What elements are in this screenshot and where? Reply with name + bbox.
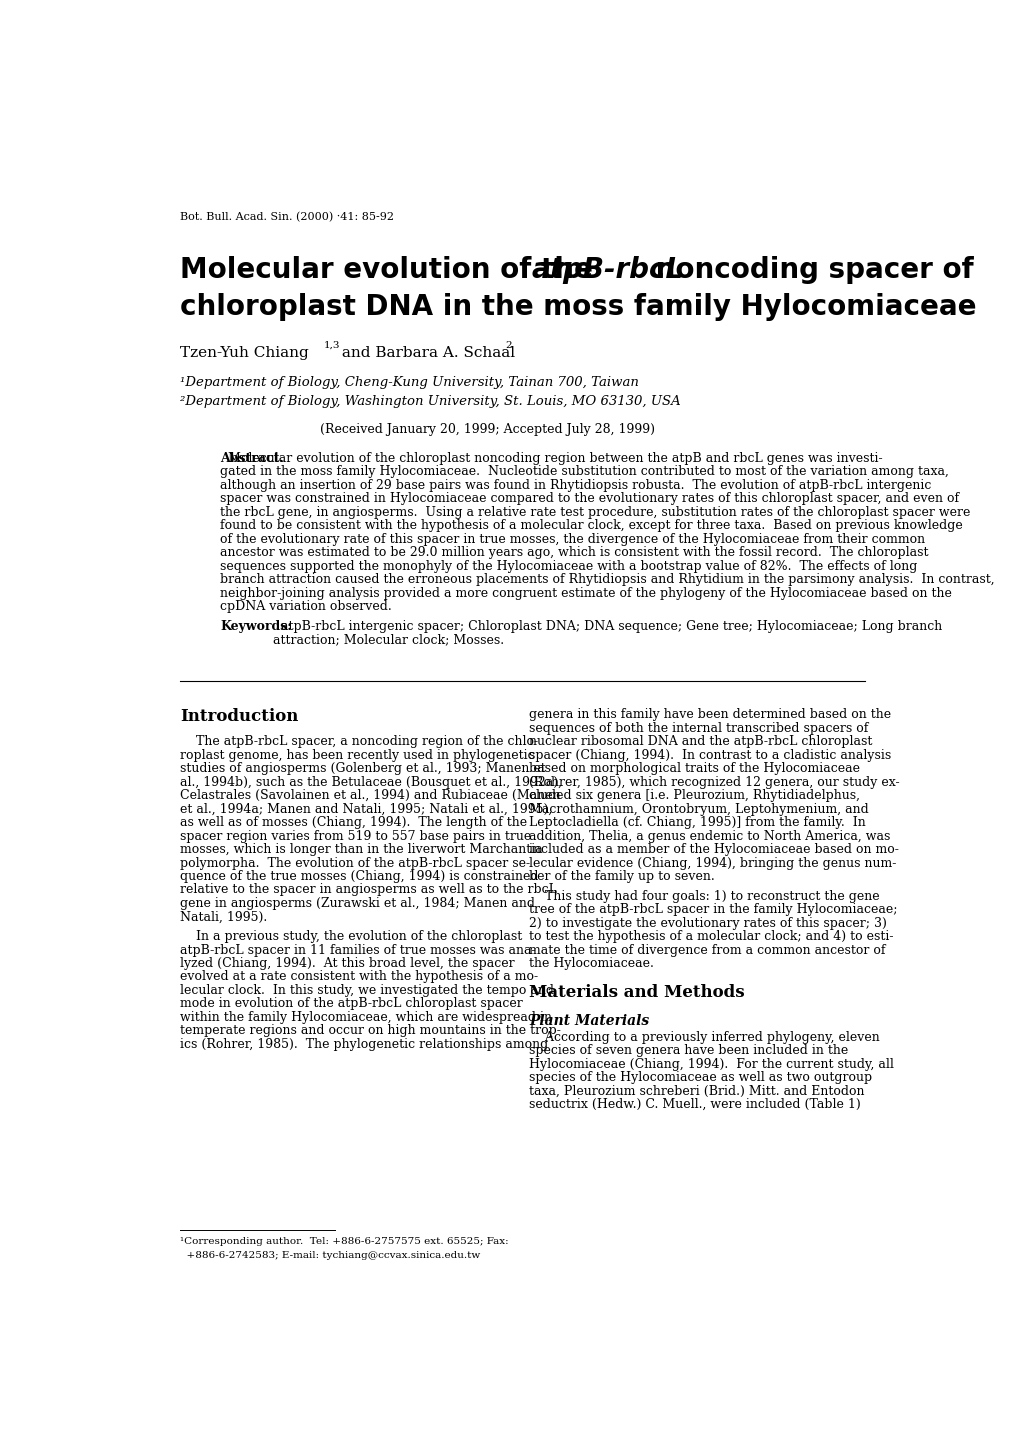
Text: addition, Thelia, a genus endemic to North America, was: addition, Thelia, a genus endemic to Nor… [529,830,890,843]
Text: gated in the moss family Hylocomiaceae.  Nucleotide substitution contributed to : gated in the moss family Hylocomiaceae. … [220,466,949,479]
Text: (Rohrer, 1985), which recognized 12 genera, our study ex-: (Rohrer, 1985), which recognized 12 gene… [529,776,899,789]
Text: Molecular evolution of the chloroplast noncoding region between the atpB and rbc: Molecular evolution of the chloroplast n… [220,452,882,465]
Text: evolved at a rate consistent with the hypothesis of a mo-: evolved at a rate consistent with the hy… [180,971,538,984]
Text: quence of the true mosses (Chiang, 1994) is constrained: quence of the true mosses (Chiang, 1994)… [180,870,538,883]
Text: et al., 1994a; Manen and Natali, 1995; Natali et al., 1995),: et al., 1994a; Manen and Natali, 1995; N… [180,802,552,815]
Text: studies of angiosperms (Golenberg et al., 1993; Manen et: studies of angiosperms (Golenberg et al.… [180,762,545,775]
Text: Molecular evolution of the: Molecular evolution of the [180,257,602,284]
Text: sequences supported the monophyly of the Hylocomiaceae with a bootstrap value of: sequences supported the monophyly of the… [220,560,917,573]
Text: spacer was constrained in Hylocomiaceae compared to the evolutionary rates of th: spacer was constrained in Hylocomiaceae … [220,492,959,505]
Text: +886-6-2742583; E-mail: tychiang@ccvax.sinica.edu.tw: +886-6-2742583; E-mail: tychiang@ccvax.s… [180,1251,480,1260]
Text: Materials and Methods: Materials and Methods [529,984,744,1001]
Text: sequences of both the internal transcribed spacers of: sequences of both the internal transcrib… [529,722,867,734]
Text: neighbor-joining analysis provided a more congruent estimate of the phylogeny of: neighbor-joining analysis provided a mor… [220,587,952,600]
Text: noncoding spacer of: noncoding spacer of [645,257,973,284]
Text: Leptocladiella (cf. Chiang, 1995)] from the family.  In: Leptocladiella (cf. Chiang, 1995)] from … [529,817,865,830]
Text: lyzed (Chiang, 1994).  At this broad level, the spacer: lyzed (Chiang, 1994). At this broad leve… [180,957,515,970]
Text: Plant Materials: Plant Materials [529,1013,648,1027]
Text: of the evolutionary rate of this spacer in true mosses, the divergence of the Hy: of the evolutionary rate of this spacer … [220,532,924,545]
Text: the rbcL gene, in angiosperms.  Using a relative rate test procedure, substituti: the rbcL gene, in angiosperms. Using a r… [220,506,970,519]
Text: spacer (Chiang, 1994).  In contrast to a cladistic analysis: spacer (Chiang, 1994). In contrast to a … [529,749,891,762]
Text: atpB-rbcL intergenic spacer; Chloroplast DNA; DNA sequence; Gene tree; Hylocomia: atpB-rbcL intergenic spacer; Chloroplast… [273,619,942,633]
Text: ¹Corresponding author.  Tel: +886-6-2757575 ext. 65525; Fax:: ¹Corresponding author. Tel: +886-6-27575… [180,1237,508,1247]
Text: ¹Department of Biology, Cheng-Kung University, Tainan 700, Taiwan: ¹Department of Biology, Cheng-Kung Unive… [180,375,639,388]
Text: cluded six genera [i.e. Pleurozium, Rhytidiadelphus,: cluded six genera [i.e. Pleurozium, Rhyt… [529,789,859,802]
Text: spacer region varies from 519 to 557 base pairs in true: spacer region varies from 519 to 557 bas… [180,830,531,843]
Text: taxa, Pleurozium schreberi (Brid.) Mitt. and Entodon: taxa, Pleurozium schreberi (Brid.) Mitt.… [529,1085,864,1098]
Text: based on morphological traits of the Hylocomiaceae: based on morphological traits of the Hyl… [529,762,859,775]
Text: ics (Rohrer, 1985).  The phylogenetic relationships among: ics (Rohrer, 1985). The phylogenetic rel… [180,1038,548,1051]
Text: Celastrales (Savolainen et al., 1994) and Rubiaceae (Manen: Celastrales (Savolainen et al., 1994) an… [180,789,560,802]
Text: chloroplast DNA in the moss family Hylocomiaceae: chloroplast DNA in the moss family Hyloc… [180,293,976,320]
Text: 1,3: 1,3 [323,341,339,351]
Text: mosses, which is longer than in the liverwort Marchantia: mosses, which is longer than in the live… [180,843,542,856]
Text: According to a previously inferred phylogeny, eleven: According to a previously inferred phylo… [529,1030,878,1043]
Text: (Received January 20, 1999; Accepted July 28, 1999): (Received January 20, 1999; Accepted Jul… [319,423,654,436]
Text: mate the time of divergence from a common ancestor of: mate the time of divergence from a commo… [529,944,884,957]
Text: lecular evidence (Chiang, 1994), bringing the genus num-: lecular evidence (Chiang, 1994), bringin… [529,857,896,870]
Text: lecular clock.  In this study, we investigated the tempo and: lecular clock. In this study, we investi… [180,984,553,997]
Text: 2: 2 [505,341,512,351]
Text: Abstract.: Abstract. [220,452,284,465]
Text: This study had four goals: 1) to reconstruct the gene: This study had four goals: 1) to reconst… [529,890,878,903]
Text: 2) to investigate the evolutionary rates of this spacer; 3): 2) to investigate the evolutionary rates… [529,916,886,929]
Text: Keywords:: Keywords: [220,619,292,633]
Text: nuclear ribosomal DNA and the atpB-rbcL chloroplast: nuclear ribosomal DNA and the atpB-rbcL … [529,736,871,749]
Text: Bot. Bull. Acad. Sin. (2000) ·41: 85-92: Bot. Bull. Acad. Sin. (2000) ·41: 85-92 [180,212,393,222]
Text: Hylocomiaceae (Chiang, 1994).  For the current study, all: Hylocomiaceae (Chiang, 1994). For the cu… [529,1058,893,1071]
Text: temperate regions and occur on high mountains in the trop-: temperate regions and occur on high moun… [180,1025,560,1038]
Text: the Hylocomiaceae.: the Hylocomiaceae. [529,957,653,970]
Text: The atpB-rbcL spacer, a noncoding region of the chlo-: The atpB-rbcL spacer, a noncoding region… [180,736,538,749]
Text: species of the Hylocomiaceae as well as two outgroup: species of the Hylocomiaceae as well as … [529,1071,871,1084]
Text: mode in evolution of the atpB-rbcL chloroplast spacer: mode in evolution of the atpB-rbcL chlor… [180,997,523,1010]
Text: within the family Hylocomiaceae, which are widespread in: within the family Hylocomiaceae, which a… [180,1012,551,1025]
Text: Introduction: Introduction [180,709,299,726]
Text: Tzen-Yuh Chiang: Tzen-Yuh Chiang [180,346,309,361]
Text: polymorpha.  The evolution of the atpB-rbcL spacer se-: polymorpha. The evolution of the atpB-rb… [180,857,530,870]
Text: and Barbara A. Schaal: and Barbara A. Schaal [336,346,515,361]
Text: found to be consistent with the hypothesis of a molecular clock, except for thre: found to be consistent with the hypothes… [220,519,962,532]
Text: genera in this family have been determined based on the: genera in this family have been determin… [529,709,891,722]
Text: as well as of mosses (Chiang, 1994).  The length of the: as well as of mosses (Chiang, 1994). The… [180,817,527,830]
Text: seductrix (Hedw.) C. Muell., were included (Table 1): seductrix (Hedw.) C. Muell., were includ… [529,1098,860,1111]
Text: branch attraction caused the erroneous placements of Rhytidiopsis and Rhytidium : branch attraction caused the erroneous p… [220,573,995,586]
Text: ancestor was estimated to be 29.0 million years ago, which is consistent with th: ancestor was estimated to be 29.0 millio… [220,547,928,560]
Text: cpDNA variation observed.: cpDNA variation observed. [220,600,392,613]
Text: ²Department of Biology, Washington University, St. Louis, MO 63130, USA: ²Department of Biology, Washington Unive… [180,395,681,408]
Text: although an insertion of 29 base pairs was found in Rhytidiopsis robusta.  The e: although an insertion of 29 base pairs w… [220,479,931,492]
Text: roplast genome, has been recently used in phylogenetic: roplast genome, has been recently used i… [180,749,534,762]
Text: attraction; Molecular clock; Mosses.: attraction; Molecular clock; Mosses. [273,633,503,646]
Text: atpB-rbcL: atpB-rbcL [531,257,683,284]
Text: included as a member of the Hylocomiaceae based on mo-: included as a member of the Hylocomiacea… [529,843,898,856]
Text: to test the hypothesis of a molecular clock; and 4) to esti-: to test the hypothesis of a molecular cl… [529,931,893,944]
Text: species of seven genera have been included in the: species of seven genera have been includ… [529,1045,848,1058]
Text: atpB-rbcL spacer in 11 families of true mosses was ana-: atpB-rbcL spacer in 11 families of true … [180,944,535,957]
Text: In a previous study, the evolution of the chloroplast: In a previous study, the evolution of th… [180,931,522,944]
Text: Natali, 1995).: Natali, 1995). [180,911,267,924]
Text: tree of the atpB-rbcL spacer in the family Hylocomiaceae;: tree of the atpB-rbcL spacer in the fami… [529,903,897,916]
Text: gene in angiosperms (Zurawski et al., 1984; Manen and: gene in angiosperms (Zurawski et al., 19… [180,898,535,911]
Text: Macrothamnium, Orontobryum, Leptohymenium, and: Macrothamnium, Orontobryum, Leptohymeniu… [529,802,868,815]
Text: ber of the family up to seven.: ber of the family up to seven. [529,870,714,883]
Text: relative to the spacer in angiosperms as well as to the rbcL: relative to the spacer in angiosperms as… [180,883,556,896]
Text: al., 1994b), such as the Betulaceae (Bousquet et al., 1992a),: al., 1994b), such as the Betulaceae (Bou… [180,776,561,789]
